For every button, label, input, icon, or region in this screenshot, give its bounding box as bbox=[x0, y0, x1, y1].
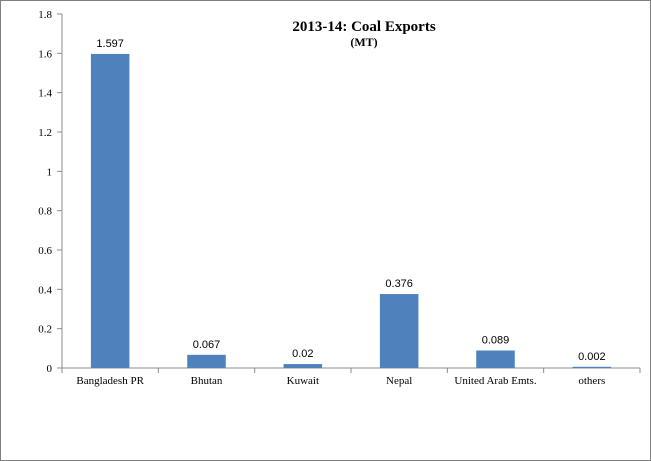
data-label: 0.089 bbox=[482, 334, 510, 346]
data-label: 0.002 bbox=[578, 351, 606, 363]
chart-subtitle: (MT) bbox=[350, 35, 377, 49]
category-label: United Arab Emts. bbox=[454, 375, 536, 387]
y-tick-label: 1.2 bbox=[38, 127, 52, 139]
category-label: Nepal bbox=[386, 375, 412, 387]
y-tick-label: 1.4 bbox=[38, 88, 52, 100]
y-tick-label: 1 bbox=[47, 166, 53, 178]
y-tick-label: 0.2 bbox=[38, 324, 52, 336]
category-label: Bangladesh PR bbox=[76, 375, 144, 387]
y-axis-ticks: 0 0.2 0.4 0.6 0.8 1 1.2 1.4 1.6 1.8 bbox=[38, 9, 62, 375]
y-tick-label: 1.6 bbox=[38, 48, 52, 60]
y-tick-label: 0 bbox=[47, 363, 53, 375]
bar bbox=[187, 354, 226, 368]
category-label: Bhutan bbox=[191, 375, 223, 387]
y-tick-label: 0.4 bbox=[38, 284, 52, 296]
bar bbox=[90, 53, 130, 368]
data-labels: 1.597 0.067 0.02 0.376 0.089 0.002 bbox=[96, 38, 605, 363]
category-label: others bbox=[578, 375, 605, 387]
category-labels: Bangladesh PR Bhutan Kuwait Nepal United Ara… bbox=[76, 375, 605, 387]
data-label: 0.376 bbox=[385, 278, 413, 290]
y-tick-label: 1.8 bbox=[38, 9, 52, 21]
data-label: 0.02 bbox=[292, 348, 313, 360]
data-label: 1.597 bbox=[96, 38, 124, 50]
bar bbox=[283, 364, 323, 368]
y-tick-label: 0.6 bbox=[38, 245, 52, 257]
bar bbox=[379, 294, 419, 368]
bars bbox=[90, 53, 612, 368]
category-label: Kuwait bbox=[287, 375, 319, 387]
chart-title: 2013-14: Coal Exports bbox=[292, 19, 435, 35]
y-tick-label: 0.8 bbox=[38, 206, 52, 218]
bar bbox=[572, 366, 612, 368]
bar bbox=[476, 350, 515, 368]
data-label: 0.067 bbox=[193, 339, 221, 351]
x-axis-ticks bbox=[61, 368, 641, 373]
